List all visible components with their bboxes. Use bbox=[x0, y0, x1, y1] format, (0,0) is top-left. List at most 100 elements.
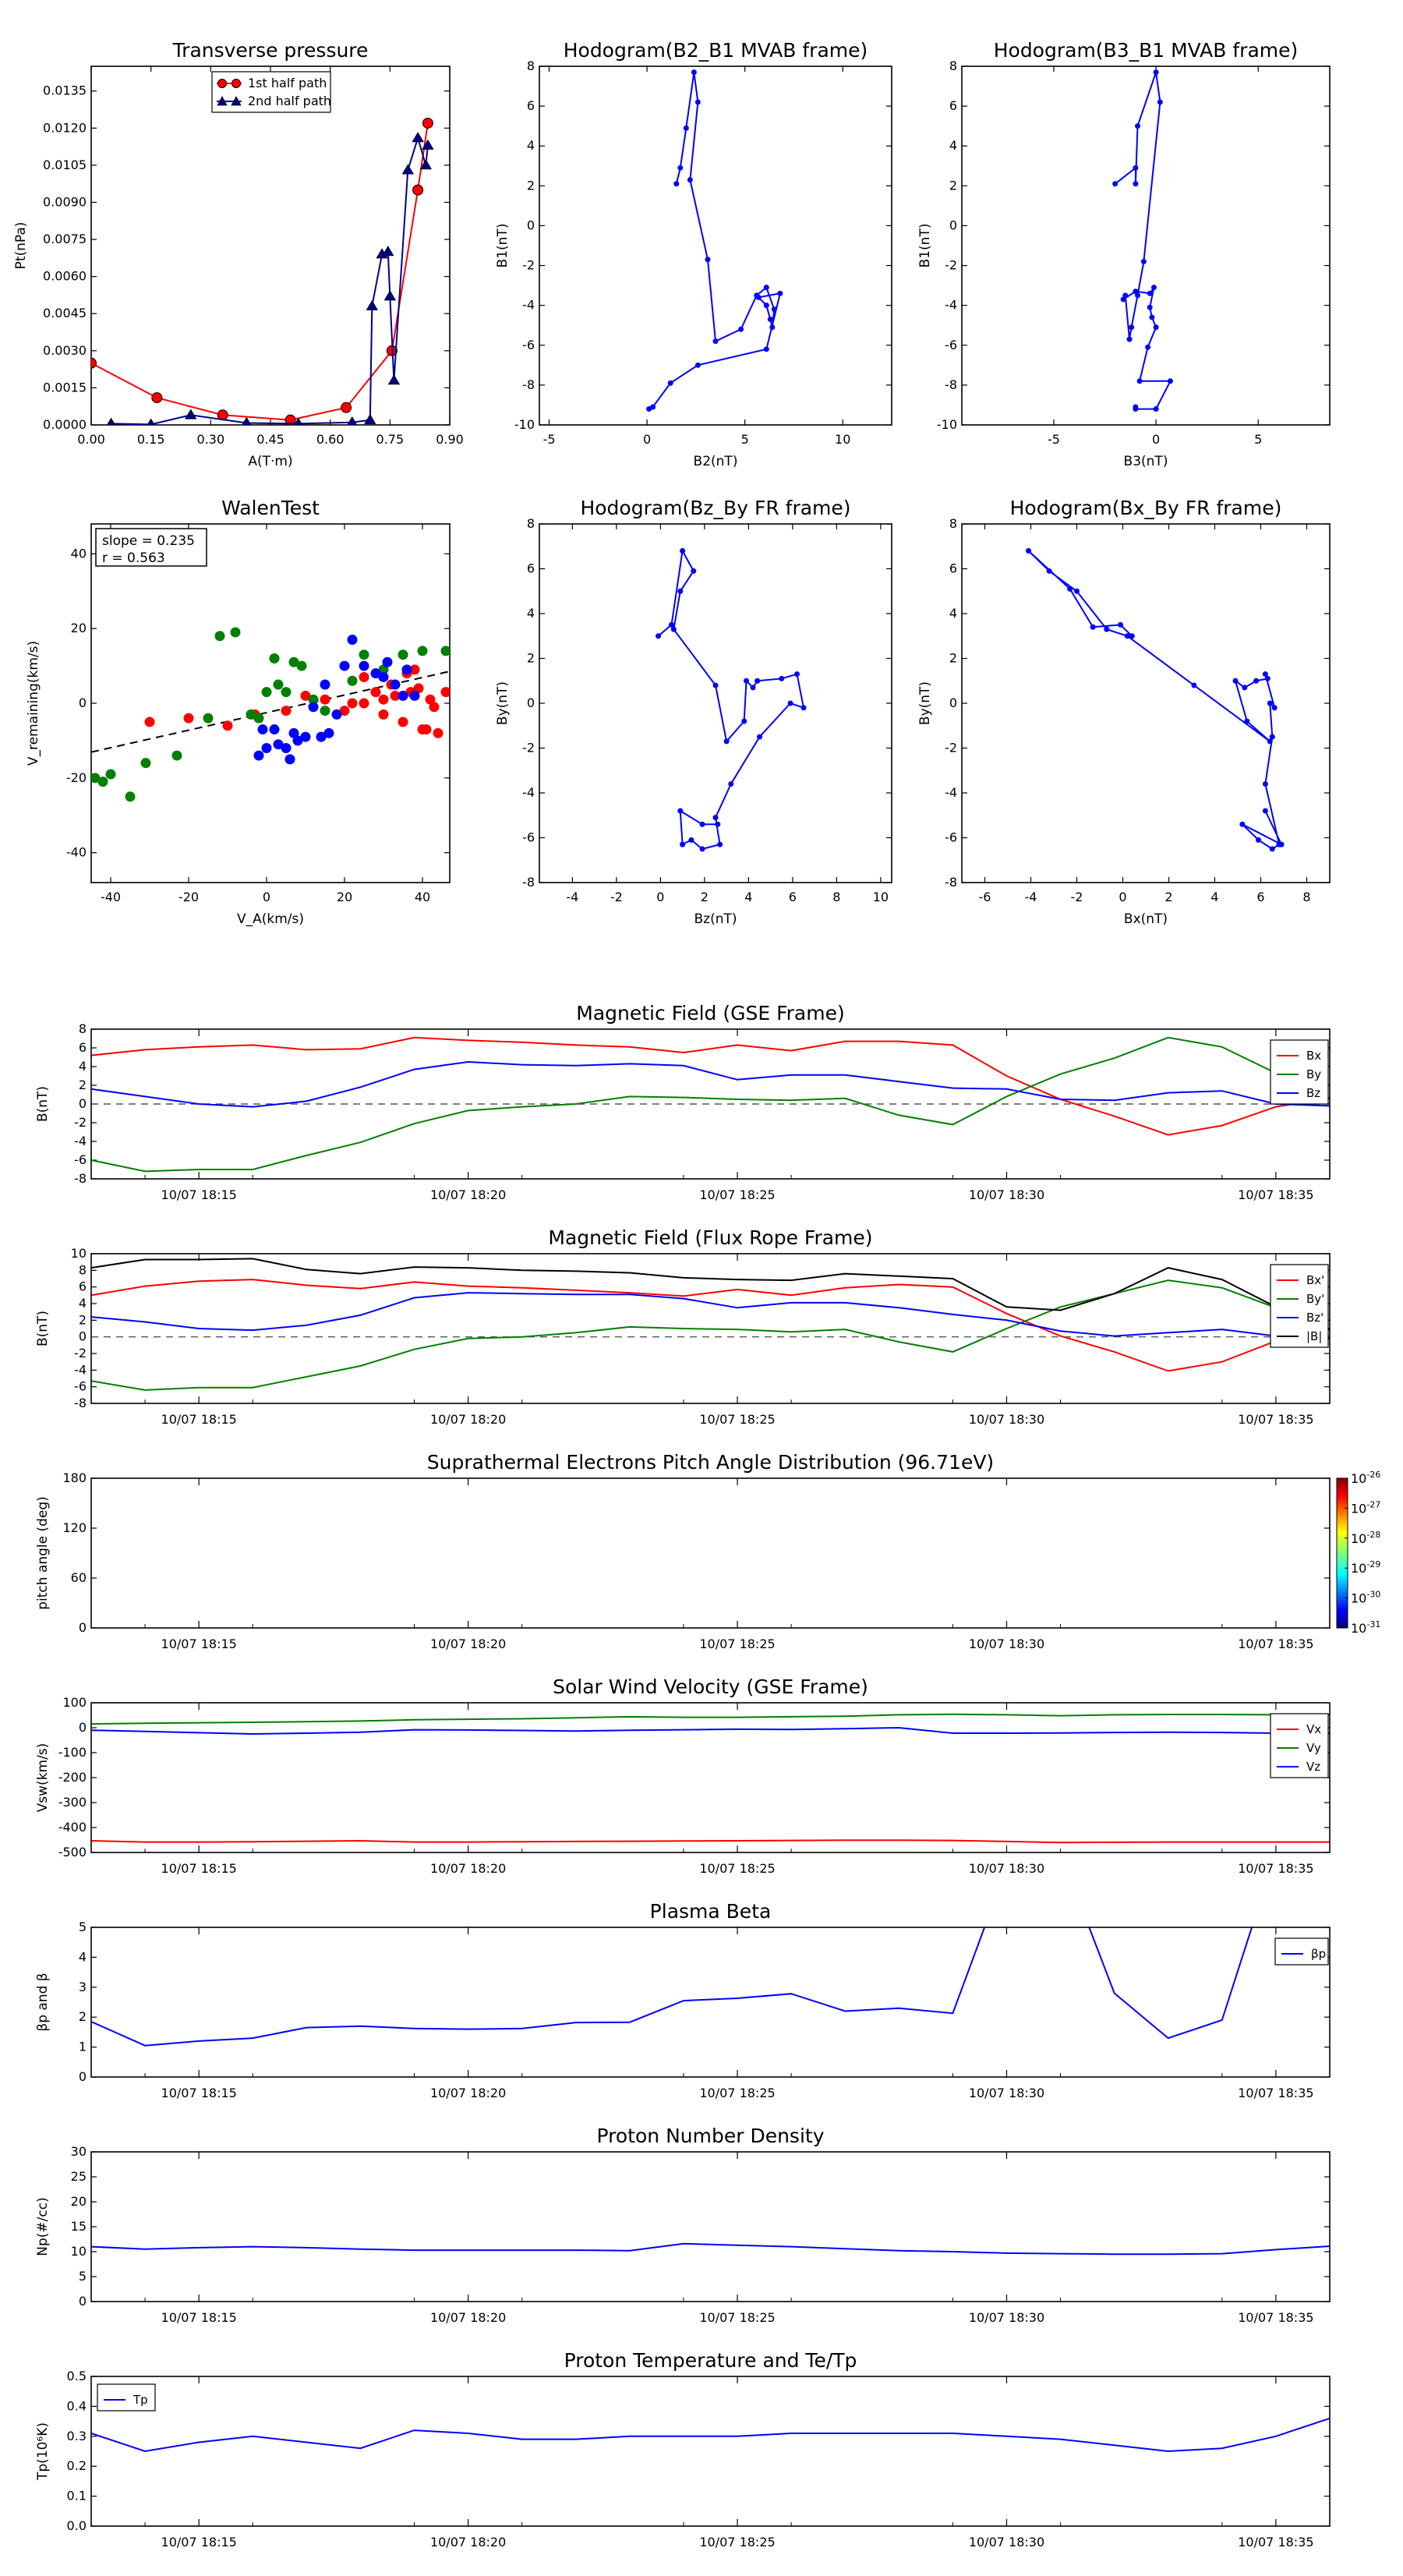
hodogram-path bbox=[657, 548, 805, 850]
scatter-point-blue bbox=[316, 731, 327, 742]
legend-label: Bz bbox=[1306, 1086, 1320, 1100]
data-point bbox=[1046, 568, 1052, 574]
data-point bbox=[763, 303, 769, 309]
data-point-circle bbox=[284, 414, 296, 425]
y-tick-label: 25 bbox=[71, 2169, 87, 2184]
colorbar-tick-label: 10-28 bbox=[1351, 1530, 1380, 1546]
y-axis-label: B1(nT) bbox=[917, 224, 933, 268]
data-point bbox=[1157, 99, 1163, 105]
y-tick-label: 5 bbox=[79, 1920, 87, 1934]
data-point bbox=[670, 626, 677, 632]
data-point-triangle bbox=[382, 246, 394, 257]
data-point bbox=[771, 306, 777, 313]
y-tick-label: 2 bbox=[949, 651, 957, 666]
y-tick-label: 4 bbox=[527, 606, 535, 621]
data-point bbox=[1133, 288, 1139, 295]
chart-title: Hodogram(B3_B1 MVAB frame) bbox=[994, 39, 1299, 62]
y-tick-label: 180 bbox=[62, 1470, 87, 1485]
series-line-Byx bbox=[91, 1279, 1330, 1391]
data-point bbox=[673, 181, 680, 187]
data-point-circle bbox=[151, 392, 163, 404]
timeseries-chart-12: Proton Temperature and Te/Tp 10/07 18:15 1… bbox=[35, 2349, 1331, 2549]
chart-title: Hodogram(B2_B1 MVAB frame) bbox=[564, 39, 868, 62]
plot-frame bbox=[90, 2151, 1331, 2302]
y-tick-label: -8 bbox=[522, 377, 535, 392]
scatter-point-green bbox=[125, 791, 136, 802]
data-point-triangle bbox=[383, 290, 397, 301]
scatter-point-green bbox=[105, 769, 116, 780]
plot-area bbox=[91, 1258, 1330, 1391]
y-tick-label: 0.0030 bbox=[43, 343, 87, 358]
legend-label: Vy bbox=[1306, 1741, 1321, 1755]
data-point bbox=[1133, 404, 1139, 410]
data-point bbox=[705, 257, 711, 263]
x-tick-label: 10/07 18:20 bbox=[430, 1861, 506, 1876]
series-line-By bbox=[91, 1036, 1330, 1173]
timeseries-chart-7: Magnetic Field (Flux Rope Frame) 10/07 18… bbox=[35, 1226, 1331, 1427]
plot-area bbox=[1112, 69, 1173, 412]
timeseries-chart-8: Suprathermal Electrons Pitch Angle Distr… bbox=[35, 1451, 1331, 1651]
x-tick-label: 4 bbox=[1210, 890, 1218, 904]
data-point bbox=[1145, 344, 1151, 350]
x-tick-label: -20 bbox=[178, 890, 199, 904]
data-point bbox=[687, 177, 693, 183]
scatter-point-blue bbox=[281, 743, 292, 753]
scatter-point-green bbox=[440, 646, 450, 656]
scatter-point-red bbox=[339, 706, 350, 717]
series-line-Vz bbox=[91, 1726, 1330, 1736]
data-point bbox=[1242, 685, 1248, 691]
legend-label: Vx bbox=[1306, 1722, 1321, 1736]
scatter-point-blue bbox=[292, 735, 303, 746]
scatter-point-red bbox=[300, 690, 311, 701]
scatter-point-red bbox=[433, 727, 444, 738]
data-point bbox=[763, 285, 769, 291]
colorbar-exponent: -28 bbox=[1366, 1530, 1380, 1540]
x-tick-label: 10/07 18:15 bbox=[161, 1637, 237, 1651]
scatter-point-red bbox=[413, 683, 424, 694]
scatter-point-green bbox=[214, 631, 225, 642]
chart-title: Magnetic Field (GSE Frame) bbox=[576, 1002, 844, 1024]
y-tick-label: 120 bbox=[62, 1520, 87, 1535]
data-point bbox=[741, 718, 747, 724]
scatter-point-blue bbox=[398, 690, 408, 701]
y-tick-label: 8 bbox=[527, 58, 535, 73]
y-tick-label: 0.4 bbox=[67, 2398, 87, 2413]
x-tick-label: 2 bbox=[1164, 890, 1172, 904]
data-point bbox=[712, 682, 719, 688]
data-point bbox=[755, 678, 761, 684]
plot-frame bbox=[961, 65, 1331, 426]
scatter-point-blue bbox=[273, 739, 284, 750]
data-point-triangle bbox=[422, 139, 434, 150]
x-axis-label: B2(nT) bbox=[694, 454, 738, 469]
plot-area bbox=[646, 69, 783, 412]
x-tick-label: 2 bbox=[701, 890, 709, 904]
y-tick-label: 0.0060 bbox=[43, 269, 87, 284]
y-axis-label: Vsw(km/s) bbox=[35, 1743, 51, 1813]
y-tick-label: 0.0045 bbox=[43, 306, 87, 320]
y-tick-label: 5 bbox=[79, 2269, 87, 2284]
data-point bbox=[1267, 700, 1273, 706]
data-point-triangle bbox=[387, 374, 401, 385]
plot-frame bbox=[90, 523, 451, 883]
colorbar-base: 10 bbox=[1351, 1501, 1366, 1516]
y-tick-label: 8 bbox=[79, 1021, 87, 1036]
legend-box bbox=[1270, 1713, 1329, 1778]
data-point bbox=[717, 841, 723, 847]
y-tick-label: -4 bbox=[74, 1134, 87, 1148]
colorbar-tick-label: 10-30 bbox=[1351, 1590, 1380, 1606]
x-tick-label: 10 bbox=[835, 432, 850, 447]
y-tick-label: -8 bbox=[945, 377, 957, 392]
x-tick-label: 5 bbox=[1254, 432, 1262, 447]
x-tick-label: 10/07 18:20 bbox=[430, 1637, 506, 1651]
data-point bbox=[1191, 682, 1197, 688]
x-tick-label: -2 bbox=[610, 890, 623, 904]
chart-title: Plasma Beta bbox=[650, 1900, 772, 1923]
colorbar-base: 10 bbox=[1351, 1591, 1366, 1606]
scatter-point-red bbox=[425, 694, 436, 705]
data-point bbox=[767, 317, 773, 323]
data-point bbox=[1278, 841, 1285, 847]
data-point-triangle bbox=[147, 418, 155, 425]
data-point bbox=[1244, 718, 1250, 724]
